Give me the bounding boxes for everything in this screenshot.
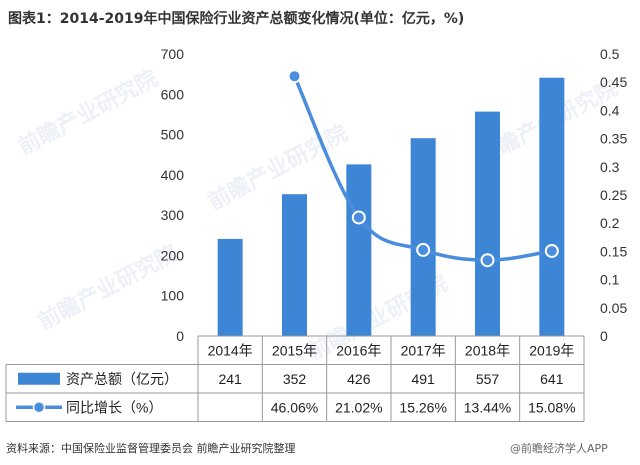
x-tick-label: 2018年: [465, 342, 510, 358]
source-note: 资料来源：中国保险业监督管理委员会 前瞻产业研究院整理: [6, 442, 296, 455]
y-tick-label: 700: [161, 46, 185, 62]
line-point: [287, 69, 302, 84]
y2-tick-label: 0: [600, 328, 608, 344]
y-tick-label: 200: [161, 247, 185, 263]
line-point: [480, 253, 495, 268]
data-label: 46.06%: [271, 399, 318, 415]
y2-tick-label: 0.05: [600, 300, 627, 316]
y2-tick-label: 0.5: [600, 46, 620, 62]
x-tick-label: 2014年: [208, 342, 253, 358]
y-tick-label: 100: [161, 288, 185, 304]
bar: [410, 138, 436, 336]
y-tick-label: 0: [176, 328, 184, 344]
data-label: 557: [476, 371, 500, 387]
x-tick-label: 2016年: [336, 342, 381, 358]
line-point: [544, 243, 559, 258]
y2-tick-label: 0.4: [600, 102, 620, 118]
x-tick-label: 2017年: [401, 342, 446, 358]
bar: [282, 194, 307, 336]
y2-tick-label: 0.1: [600, 272, 620, 288]
y2-tick-label: 0.15: [600, 243, 627, 259]
data-label: 491: [411, 371, 435, 387]
line-point: [351, 210, 366, 225]
y2-tick-label: 0.25: [600, 187, 627, 203]
app-badge: @前瞻经济学人APP: [510, 442, 608, 455]
bar: [539, 77, 565, 337]
bar: [217, 238, 243, 336]
y2-tick-label: 0.3: [600, 159, 620, 175]
bar: [346, 164, 372, 336]
legend-label: 资产总额（亿元）: [66, 371, 178, 387]
bar: [475, 111, 500, 336]
y2-tick-label: 0.45: [600, 74, 627, 90]
y-tick-label: 600: [161, 86, 185, 102]
x-tick-label: 2015年: [272, 342, 317, 358]
data-label: 13.44%: [464, 399, 511, 415]
y-tick-label: 500: [161, 127, 185, 143]
data-label: 15.26%: [399, 399, 446, 415]
y2-tick-label: 0.35: [600, 131, 627, 147]
legend-label: 同比增长（%）: [66, 399, 162, 415]
legend-swatch-point: [32, 401, 46, 414]
y-tick-label: 300: [161, 207, 185, 223]
data-label: 241: [218, 371, 242, 387]
series-line: [292, 74, 554, 262]
x-tick-label: 2019年: [529, 342, 574, 358]
y-tick-label: 400: [161, 167, 185, 183]
data-label: 426: [347, 371, 371, 387]
data-label: 21.02%: [335, 399, 382, 415]
data-label: 352: [283, 371, 307, 387]
line-point: [416, 242, 431, 257]
data-label: 641: [540, 371, 564, 387]
legend-swatch-bar: [18, 372, 60, 385]
chart-title: 图表1：2014-2019年中国保险行业资产总额变化情况(单位：亿元，%): [8, 11, 465, 27]
data-label: 15.08%: [528, 399, 575, 415]
y2-tick-label: 0.2: [600, 215, 620, 231]
